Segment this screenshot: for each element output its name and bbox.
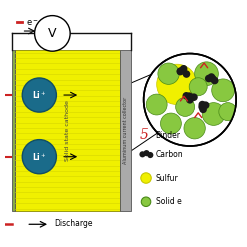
Text: Aluminum current collector: Aluminum current collector [123, 97, 128, 164]
Circle shape [147, 152, 153, 158]
Circle shape [189, 78, 207, 96]
Text: Solid state cathode: Solid state cathode [65, 100, 70, 161]
Circle shape [146, 94, 167, 115]
Circle shape [198, 103, 206, 111]
Circle shape [183, 70, 190, 78]
Circle shape [183, 92, 190, 100]
FancyBboxPatch shape [120, 50, 131, 211]
Circle shape [199, 101, 206, 108]
Text: V: V [48, 27, 57, 40]
Circle shape [199, 105, 207, 113]
Circle shape [195, 62, 218, 85]
Circle shape [209, 75, 216, 82]
Circle shape [144, 54, 236, 146]
Text: Solid e: Solid e [156, 197, 181, 206]
Circle shape [202, 101, 209, 109]
Circle shape [219, 103, 237, 121]
Circle shape [22, 78, 56, 112]
Circle shape [202, 103, 225, 125]
Text: e$^-$: e$^-$ [26, 18, 39, 27]
Circle shape [180, 65, 187, 73]
Circle shape [185, 92, 193, 100]
Circle shape [190, 93, 198, 101]
Text: Binder: Binder [156, 131, 181, 140]
Text: Discharge: Discharge [55, 219, 93, 227]
Circle shape [22, 140, 56, 174]
Circle shape [184, 118, 205, 139]
Circle shape [141, 197, 151, 206]
Text: Sulfur: Sulfur [156, 174, 178, 183]
Circle shape [141, 173, 151, 183]
Circle shape [157, 64, 197, 104]
Circle shape [35, 16, 70, 51]
Text: Li$^+$: Li$^+$ [32, 89, 47, 101]
FancyBboxPatch shape [12, 50, 15, 211]
Circle shape [211, 77, 219, 84]
Circle shape [208, 73, 215, 81]
Text: 5: 5 [139, 128, 148, 142]
Circle shape [158, 63, 179, 84]
Circle shape [177, 67, 184, 75]
Circle shape [144, 150, 150, 156]
FancyBboxPatch shape [15, 50, 120, 211]
Circle shape [161, 113, 181, 134]
Text: Carbon: Carbon [156, 150, 183, 159]
Circle shape [176, 97, 195, 116]
Circle shape [205, 75, 212, 82]
Circle shape [139, 151, 145, 157]
Circle shape [177, 68, 184, 75]
Circle shape [212, 79, 234, 102]
Text: Li$^+$: Li$^+$ [32, 151, 47, 163]
Circle shape [186, 96, 194, 104]
